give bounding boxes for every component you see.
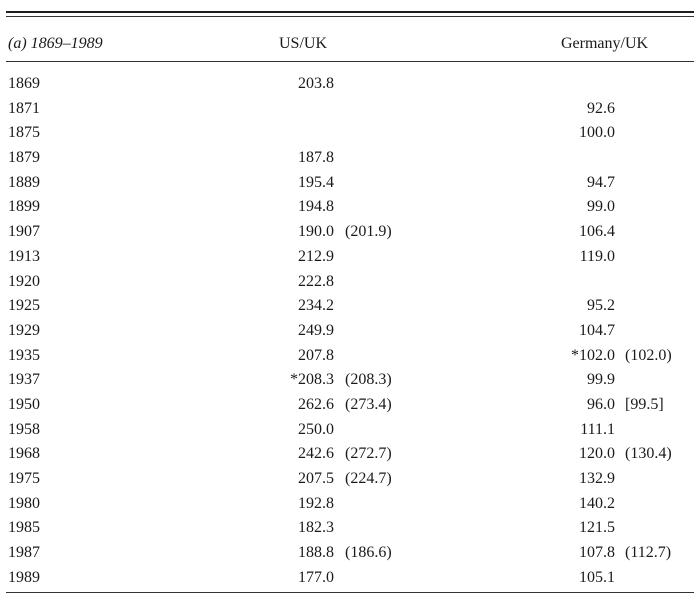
us-uk-value: 242.6 bbox=[298, 445, 334, 463]
germany-uk-value: 92.6 bbox=[587, 99, 615, 117]
us-uk-column-header: US/UK bbox=[279, 35, 328, 52]
table-row: 1989 177.0 105.1 bbox=[6, 566, 694, 591]
germany-uk-value: 96.0 bbox=[587, 395, 615, 413]
table-row: 1929 249.9 104.7 bbox=[6, 319, 694, 344]
us-uk-value: *208.3 bbox=[290, 371, 334, 389]
us-uk-value: 207.8 bbox=[298, 346, 334, 364]
germany-uk-alt-value: [99.5] bbox=[625, 395, 664, 413]
table-row: 1937 *208.3 (208.3) 99.9 bbox=[6, 368, 694, 393]
germany-uk-alt-value: (102.0) bbox=[625, 346, 672, 364]
table-row: 1980 192.8 140.2 bbox=[6, 492, 694, 517]
year-cell: 1871 bbox=[8, 99, 40, 117]
us-uk-alt-value: (201.9) bbox=[345, 223, 392, 241]
us-uk-value: 188.8 bbox=[298, 544, 334, 562]
table-row: 1985 182.3 121.5 bbox=[6, 516, 694, 541]
year-cell: 1968 bbox=[8, 445, 40, 463]
germany-uk-value: 120.0 bbox=[579, 445, 615, 463]
table-row: 1920 222.8 bbox=[6, 270, 694, 295]
us-uk-value: 262.6 bbox=[298, 395, 334, 413]
us-uk-value: 177.0 bbox=[298, 568, 334, 586]
germany-uk-value: 132.9 bbox=[579, 470, 615, 487]
us-uk-value: 207.5 bbox=[298, 470, 334, 487]
table-row: 1987 188.8 (186.6) 107.8 (112.7) bbox=[6, 541, 694, 566]
germany-uk-value: 107.8 bbox=[579, 544, 615, 562]
germany-uk-value: 99.0 bbox=[587, 198, 615, 216]
us-uk-alt-value: (224.7) bbox=[345, 470, 392, 487]
year-cell: 1929 bbox=[8, 321, 40, 339]
us-uk-value: 195.4 bbox=[298, 173, 334, 191]
table-row: 1975 207.5 (224.7) 132.9 bbox=[6, 467, 694, 492]
year-cell: 1913 bbox=[8, 247, 40, 265]
us-uk-value: 187.8 bbox=[298, 149, 334, 167]
us-uk-value: 194.8 bbox=[298, 198, 334, 216]
germany-uk-value: 94.7 bbox=[587, 173, 615, 191]
germany-uk-value: 100.0 bbox=[579, 124, 615, 142]
year-cell: 1889 bbox=[8, 173, 40, 191]
germany-uk-value: *102.0 bbox=[571, 346, 615, 364]
top-rule-thin bbox=[6, 16, 694, 17]
germany-uk-value: 99.9 bbox=[587, 371, 615, 389]
table-row: 1968 242.6 (272.7) 120.0 (130.4) bbox=[6, 442, 694, 467]
year-cell: 1937 bbox=[8, 371, 40, 389]
germany-uk-value: 106.4 bbox=[579, 223, 615, 241]
bottom-rule bbox=[6, 592, 694, 593]
year-cell: 1907 bbox=[8, 223, 40, 241]
us-uk-alt-value: (273.4) bbox=[345, 395, 392, 413]
year-cell: 1879 bbox=[8, 149, 40, 167]
us-uk-value: 222.8 bbox=[298, 272, 334, 290]
us-uk-value: 212.9 bbox=[298, 247, 334, 265]
header-rule bbox=[6, 61, 694, 62]
table-body: 1869 203.8 1871 92.6 1875 100.0 1879 187.8 1889 1… bbox=[6, 72, 694, 590]
germany-uk-column-header: Germany/UK bbox=[561, 35, 649, 52]
year-cell: 1987 bbox=[8, 544, 40, 562]
year-cell: 1935 bbox=[8, 346, 40, 364]
table-row: 1958 250.0 111.1 bbox=[6, 418, 694, 443]
year-cell: 1989 bbox=[8, 568, 40, 586]
year-cell: 1950 bbox=[8, 395, 40, 413]
us-uk-value: 234.2 bbox=[298, 297, 334, 315]
germany-uk-value: 111.1 bbox=[580, 420, 615, 438]
us-uk-value: 249.9 bbox=[298, 321, 334, 339]
table-row: 1875 100.0 bbox=[6, 121, 694, 146]
us-uk-alt-value: (186.6) bbox=[345, 544, 392, 562]
us-uk-alt-value: (272.7) bbox=[345, 445, 392, 463]
year-cell: 1980 bbox=[8, 494, 40, 512]
table-row: 1935 207.8 *102.0 (102.0) bbox=[6, 344, 694, 369]
germany-uk-value: 119.0 bbox=[579, 247, 615, 265]
year-cell: 1975 bbox=[8, 470, 40, 487]
year-cell: 1985 bbox=[8, 519, 40, 537]
germany-uk-value: 95.2 bbox=[587, 297, 615, 315]
table-row: 1889 195.4 94.7 bbox=[6, 171, 694, 196]
top-rule bbox=[6, 11, 694, 13]
us-uk-value: 192.8 bbox=[298, 494, 334, 512]
table-row: 1913 212.9 119.0 bbox=[6, 245, 694, 270]
germany-uk-alt-value: (130.4) bbox=[625, 445, 672, 463]
table-row: 1871 92.6 bbox=[6, 97, 694, 122]
germany-uk-value: 121.5 bbox=[579, 519, 615, 537]
table-row: 1879 187.8 bbox=[6, 146, 694, 171]
us-uk-value: 250.0 bbox=[298, 420, 334, 438]
us-uk-alt-value: (208.3) bbox=[345, 371, 392, 389]
table-row: 1899 194.8 99.0 bbox=[6, 195, 694, 220]
germany-uk-value: 104.7 bbox=[579, 321, 615, 339]
year-cell: 1920 bbox=[8, 272, 40, 290]
germany-uk-value: 140.2 bbox=[579, 494, 615, 512]
year-cell: 1869 bbox=[8, 75, 40, 92]
us-uk-value: 203.8 bbox=[298, 75, 334, 92]
data-table: (a) 1869–1989 US/UK Germany/UK 1869 203.8… bbox=[6, 0, 694, 600]
us-uk-value: 182.3 bbox=[298, 519, 334, 537]
table-row: 1925 234.2 95.2 bbox=[6, 294, 694, 319]
year-cell: 1958 bbox=[8, 420, 40, 438]
year-cell: 1875 bbox=[8, 124, 40, 142]
germany-uk-value: 105.1 bbox=[579, 568, 615, 586]
year-cell: 1899 bbox=[8, 198, 40, 216]
period-header: (a) 1869–1989 bbox=[8, 35, 103, 52]
table-row: 1907 190.0 (201.9) 106.4 bbox=[6, 220, 694, 245]
year-cell: 1925 bbox=[8, 297, 40, 315]
table-row: 1950 262.6 (273.4) 96.0 [99.5] bbox=[6, 393, 694, 418]
us-uk-value: 190.0 bbox=[298, 223, 334, 241]
table-row: 1869 203.8 bbox=[6, 72, 694, 97]
germany-uk-alt-value: (112.7) bbox=[625, 544, 672, 562]
